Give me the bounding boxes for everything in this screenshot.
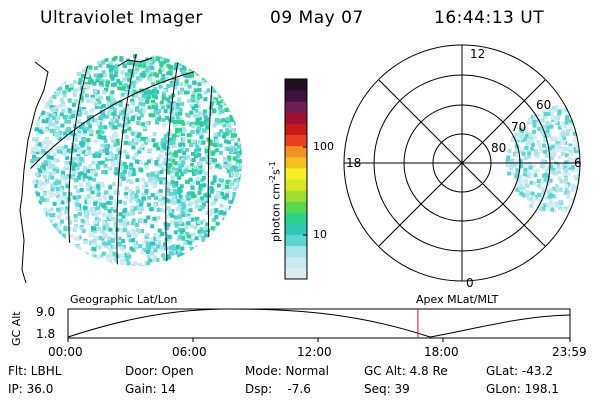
time-tick-1200: 12:00: [297, 345, 332, 359]
apex-label: Apex MLat/MLT: [416, 293, 499, 306]
colorbar-segment: [285, 112, 307, 124]
colorbar-segment: [285, 101, 307, 113]
colorbar-segment: [285, 245, 307, 258]
colorbar-segment: [285, 145, 307, 158]
colorbar-segment: [285, 123, 307, 136]
colorbar-unit-label: photon cm-2s-1: [268, 161, 283, 242]
time-tick-1800: 18:00: [424, 345, 459, 359]
lat-label-60: 60: [536, 98, 552, 112]
colorbar-segment: [285, 134, 307, 147]
coastline: [117, 57, 153, 67]
colorbar-segment: [285, 267, 307, 280]
info-door: Door: Open: [125, 364, 194, 378]
date-label: 09 May 07: [270, 8, 364, 28]
mlt-label-18: 18: [346, 156, 362, 170]
colorbar: [284, 78, 308, 280]
time-tick-0000: 00:00: [48, 345, 83, 359]
colorbar-segment: [285, 201, 307, 213]
mlt-label-0: 0: [466, 276, 474, 290]
info-flt: Flt: LBHL: [8, 364, 62, 378]
alt-axis-label: GC Alt: [10, 311, 23, 346]
polar-plot: [343, 44, 581, 282]
colorbar-tick-10: 10: [313, 228, 327, 241]
info-ip: IP: 36.0: [8, 382, 54, 396]
colorbar-segment: [285, 90, 307, 102]
latitude-line: [30, 69, 201, 181]
mlt-label-6: 6: [574, 156, 582, 170]
info-seq: Seq: 39: [364, 382, 410, 396]
alt-min-label: 1.8: [36, 327, 56, 341]
info-mode: Mode: Normal: [245, 364, 329, 378]
alt-max-label: 9.0: [36, 305, 56, 319]
time-tick-0600: 06:00: [172, 345, 207, 359]
info-glon: GLon: 198.1: [486, 382, 559, 396]
lat-label-80: 80: [491, 141, 507, 155]
colorbar-segment: [285, 79, 307, 91]
coastline: [19, 61, 49, 284]
colorbar-segment: [285, 167, 307, 180]
altitude-curve: [67, 308, 571, 338]
time-tick-2359: 23:59: [552, 345, 587, 359]
colorbar-segment: [285, 179, 307, 191]
meridian-line: [116, 54, 138, 266]
colorbar-segment: [285, 234, 307, 247]
colorbar-segment: [285, 190, 307, 202]
colorbar-segment: [285, 212, 307, 224]
colorbar-segment: [285, 156, 307, 169]
instrument-title: Ultraviolet Imager: [40, 8, 203, 28]
altitude-plot: [67, 308, 571, 342]
info-glat: GLat: -43.2: [486, 364, 553, 378]
info-gain: Gain: 14: [125, 382, 176, 396]
lat-label-70: 70: [511, 120, 527, 134]
colorbar-segment: [285, 223, 307, 236]
mlt-label-12: 12: [470, 47, 486, 61]
time-label: 16:44:13 UT: [434, 8, 545, 28]
info-gc-alt: GC Alt: 4.8 Re: [364, 364, 448, 378]
geographic-image: [19, 54, 242, 284]
colorbar-tick-100: 100: [313, 140, 334, 153]
info-dsp: Dsp: -7.6: [245, 382, 311, 396]
geographic-label: Geographic Lat/Lon: [70, 293, 178, 306]
colorbar-segment: [285, 256, 307, 269]
